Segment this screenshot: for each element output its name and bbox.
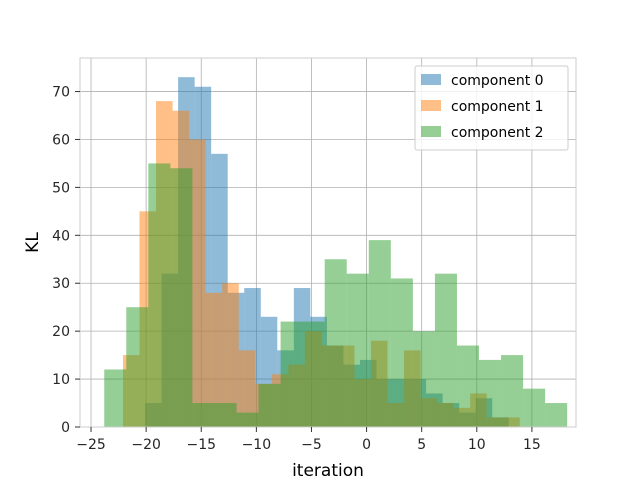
x-tick-label: −5 bbox=[301, 437, 322, 453]
legend-label: component 1 bbox=[451, 99, 544, 115]
x-tick-label: −10 bbox=[242, 437, 272, 453]
x-tick-label: 10 bbox=[468, 437, 486, 453]
histogram-bar bbox=[192, 403, 215, 427]
histogram-bar bbox=[104, 369, 127, 427]
histogram-bar bbox=[170, 168, 193, 428]
y-tick-label: 30 bbox=[52, 276, 70, 292]
histogram-bar bbox=[434, 273, 457, 427]
histogram-bar bbox=[222, 283, 239, 427]
y-tick-label: 70 bbox=[52, 85, 70, 101]
x-tick-label: −20 bbox=[131, 437, 161, 453]
histogram-bar bbox=[236, 412, 259, 427]
histogram-bar bbox=[523, 388, 546, 427]
legend-swatch bbox=[421, 126, 441, 137]
histogram-bar bbox=[412, 331, 435, 427]
histogram-bar bbox=[346, 273, 369, 427]
legend: component 0 component 1 component 2 bbox=[414, 65, 569, 151]
histogram-bar bbox=[324, 259, 347, 427]
legend-swatch bbox=[421, 74, 441, 85]
histogram-bar bbox=[368, 240, 391, 427]
histogram-bar bbox=[258, 383, 281, 427]
y-tick-label: 20 bbox=[52, 324, 70, 340]
x-tick-label: −15 bbox=[186, 437, 216, 453]
legend-label: component 2 bbox=[451, 125, 544, 141]
y-axis-label: KL bbox=[23, 232, 43, 253]
legend-box bbox=[414, 65, 569, 151]
series-2 bbox=[104, 163, 568, 428]
histogram-bar bbox=[189, 139, 206, 427]
bars bbox=[104, 77, 568, 428]
histogram-bar bbox=[214, 403, 237, 427]
x-tick-label: 5 bbox=[417, 437, 426, 453]
tick-labels: −25 −20 −15 −10 −5 0 5 10 15 0 10 20 30 40 50 60 70 bbox=[52, 85, 541, 453]
plot-frame bbox=[79, 57, 577, 428]
histogram-bar bbox=[390, 278, 413, 427]
x-tick-label: −25 bbox=[76, 437, 106, 453]
y-tick-label: 40 bbox=[52, 228, 70, 244]
histogram-bar bbox=[280, 321, 303, 427]
x-tick-label: 15 bbox=[523, 437, 541, 453]
y-tick-label: 50 bbox=[52, 180, 70, 196]
histogram-bar bbox=[126, 307, 149, 427]
legend-label: component 0 bbox=[451, 73, 544, 89]
histogram-bar bbox=[238, 350, 256, 427]
legend-swatch bbox=[421, 100, 441, 111]
y-tick-label: 10 bbox=[52, 372, 70, 388]
histogram-bar bbox=[501, 355, 524, 427]
histogram-bar bbox=[456, 345, 480, 427]
histogram-bar bbox=[479, 359, 502, 427]
y-tick-label: 60 bbox=[52, 132, 70, 148]
histogram-bar bbox=[148, 163, 171, 427]
x-tick-label: 0 bbox=[362, 437, 371, 453]
histogram-bar bbox=[302, 321, 325, 427]
x-axis-label: iteration bbox=[292, 461, 364, 480]
y-tick-label: 0 bbox=[61, 420, 70, 436]
histogram-bar bbox=[545, 403, 568, 427]
histogram-bar bbox=[205, 292, 223, 427]
